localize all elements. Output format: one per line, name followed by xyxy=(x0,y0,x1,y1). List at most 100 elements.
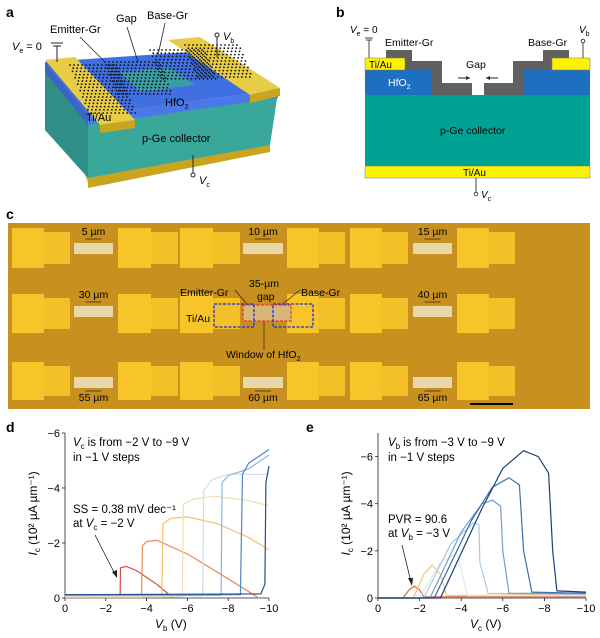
graphene-atom xyxy=(106,73,109,76)
graphene-atom xyxy=(137,73,140,76)
graphene-atom xyxy=(128,102,131,105)
graphene-atom xyxy=(79,70,82,73)
graphene-atom xyxy=(84,86,86,89)
graphene-atom xyxy=(197,65,200,67)
graphene-atom xyxy=(117,73,120,76)
graphene-atom xyxy=(195,63,198,66)
graphene-atom xyxy=(120,86,122,89)
base-pointer xyxy=(157,22,166,56)
graphene-atom xyxy=(101,80,104,82)
graphene-atom xyxy=(118,92,121,95)
tiau-pad xyxy=(457,362,489,400)
graphene-atom xyxy=(165,49,167,51)
graphene-atom xyxy=(244,60,247,62)
series-line-6 xyxy=(378,450,587,599)
graphene-atom xyxy=(129,73,132,76)
graphene-atom xyxy=(127,80,130,83)
graphene-atom xyxy=(77,80,80,82)
tiau-top-label: Ti/Au xyxy=(369,60,392,71)
graphene-atom xyxy=(192,52,195,55)
y-tick-label: −6 xyxy=(360,452,373,464)
base-pointer-c xyxy=(283,289,301,304)
graphene-atom xyxy=(123,80,126,83)
graphene-atom xyxy=(242,69,245,72)
graphene-atom xyxy=(138,86,141,89)
graphene-atom xyxy=(102,76,105,79)
graphene-atom xyxy=(88,102,91,105)
annotation-pvr-condition: at Vb = −3 V xyxy=(388,528,450,542)
graphene-atom xyxy=(161,73,164,76)
graphene-atom xyxy=(185,65,188,67)
graphene-atom xyxy=(116,93,119,95)
graphene-atom xyxy=(169,65,172,67)
graphene-atom xyxy=(193,65,196,67)
series-line-3 xyxy=(65,495,270,598)
graphene-atom xyxy=(149,89,152,92)
graphene-atom xyxy=(197,72,200,75)
graphene-atom xyxy=(233,72,236,75)
graphene-atom xyxy=(206,50,209,53)
graphene-atom xyxy=(97,96,100,98)
graphene-atom xyxy=(117,96,120,98)
graphene-atom xyxy=(95,108,97,111)
graphene-atom xyxy=(98,92,101,95)
graphene-atom xyxy=(104,67,107,70)
graphene-atom xyxy=(100,86,102,89)
graphene-atom xyxy=(93,64,95,66)
graphene-atom xyxy=(132,93,135,95)
graphene-atom xyxy=(119,64,122,67)
graphene-atom xyxy=(81,80,84,82)
graphene-atom xyxy=(116,86,118,89)
graphene-atom xyxy=(213,53,216,56)
graphene-atom xyxy=(131,83,133,86)
graphene-atom xyxy=(121,99,123,102)
graphene-atom xyxy=(231,47,234,50)
graphene-atom xyxy=(74,73,77,76)
series-line-0 xyxy=(65,565,174,599)
graphene-atom xyxy=(148,93,151,95)
graphene-atom xyxy=(178,61,181,64)
graphene-atom xyxy=(94,76,97,79)
graphene-atom xyxy=(172,68,175,71)
graphene-atom xyxy=(174,58,177,61)
graphene-atom xyxy=(109,96,112,98)
graphene-atom xyxy=(111,105,114,108)
graphene-atom xyxy=(116,102,119,105)
graphene-atom xyxy=(172,52,175,55)
graphene-atom xyxy=(104,102,107,105)
graphene-atom xyxy=(186,77,189,80)
graphene-atom xyxy=(200,71,202,74)
graphene-atom xyxy=(139,83,141,86)
graphene-atom xyxy=(113,99,115,102)
graphene-atom xyxy=(218,50,221,53)
annotation-ss: SS = 0.38 mV dec⁻¹ xyxy=(73,504,176,516)
graphene-atom xyxy=(112,83,115,86)
graphene-atom xyxy=(110,76,113,79)
emitter-pointer-c xyxy=(234,289,247,304)
graphene-atom xyxy=(124,77,127,79)
graphene-atom xyxy=(220,76,223,78)
graphene-atom xyxy=(191,55,194,58)
graphene-atom xyxy=(206,77,209,80)
graphene-atom xyxy=(75,70,78,73)
graphene-atom xyxy=(133,70,136,73)
graphene-atom xyxy=(224,44,226,46)
graphene-atom xyxy=(87,105,90,108)
graphene-atom xyxy=(177,65,180,67)
series-line-5 xyxy=(378,477,587,599)
graphene-atom xyxy=(230,50,233,53)
graphene-atom xyxy=(99,89,102,92)
y-axis-label: Ic (10² µA µm⁻¹) xyxy=(26,471,42,555)
graphene-atom xyxy=(209,65,212,67)
graphene-atom xyxy=(136,77,139,79)
y-tick-label: −4 xyxy=(360,499,373,511)
graphene-atom xyxy=(123,64,126,67)
graphene-atom xyxy=(103,89,106,92)
graphene-atom xyxy=(156,93,159,95)
graphene-atom xyxy=(151,64,154,67)
graphene-atom xyxy=(159,83,161,86)
graphene-atom xyxy=(249,72,252,75)
graphene-atom xyxy=(119,105,122,108)
arrow-head-icon xyxy=(408,578,413,586)
graphene-atom xyxy=(189,49,191,51)
